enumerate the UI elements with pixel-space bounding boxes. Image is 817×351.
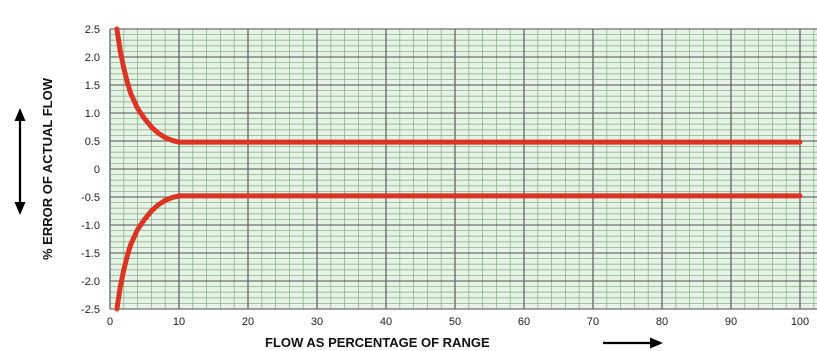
y-tick-label: -1.5 — [81, 248, 100, 260]
x-tick-label: 80 — [656, 316, 668, 328]
y-tick-label: 1.5 — [85, 80, 100, 92]
y-tick-label: 1.0 — [85, 108, 100, 120]
grid — [109, 28, 817, 310]
lower-error-curve — [114, 193, 803, 312]
series-layer — [114, 26, 803, 312]
x-tick-label: 90 — [725, 316, 737, 328]
y-tick-label: 0 — [94, 164, 100, 176]
x-tick-label: 60 — [518, 316, 530, 328]
y-tick-label: -1.0 — [81, 220, 100, 232]
upper-error-curve — [114, 26, 803, 145]
x-tick-label: 0 — [107, 316, 113, 328]
y-axis-title: % ERROR OF ACTUAL FLOW — [40, 77, 55, 260]
x-axis-title: FLOW AS PERCENTAGE OF RANGE — [265, 335, 490, 350]
y-tick-label: 2.0 — [85, 52, 100, 64]
x-tick-label: 100 — [791, 316, 809, 328]
x-tick-label: 30 — [311, 316, 323, 328]
y-tick-label: -0.5 — [81, 192, 100, 204]
y-tick-label: -2.0 — [81, 276, 100, 288]
y-tick-label: 0.5 — [85, 136, 100, 148]
x-tick-label: 10 — [173, 316, 185, 328]
tick-labels: 0 10 20 30 40 50 60 70 80 90 100 2.5 2.0 1.5 1.0 0.5 0 -0… — [81, 24, 809, 328]
y-tick-label: -2.5 — [81, 304, 100, 316]
x-tick-label: 50 — [449, 316, 461, 328]
x-tick-label: 70 — [587, 316, 599, 328]
up-down-arrow-icon — [14, 108, 26, 215]
x-tick-label: 40 — [380, 316, 392, 328]
right-arrow-icon — [603, 337, 663, 349]
x-tick-label: 20 — [242, 316, 254, 328]
y-tick-label: 2.5 — [85, 24, 100, 36]
